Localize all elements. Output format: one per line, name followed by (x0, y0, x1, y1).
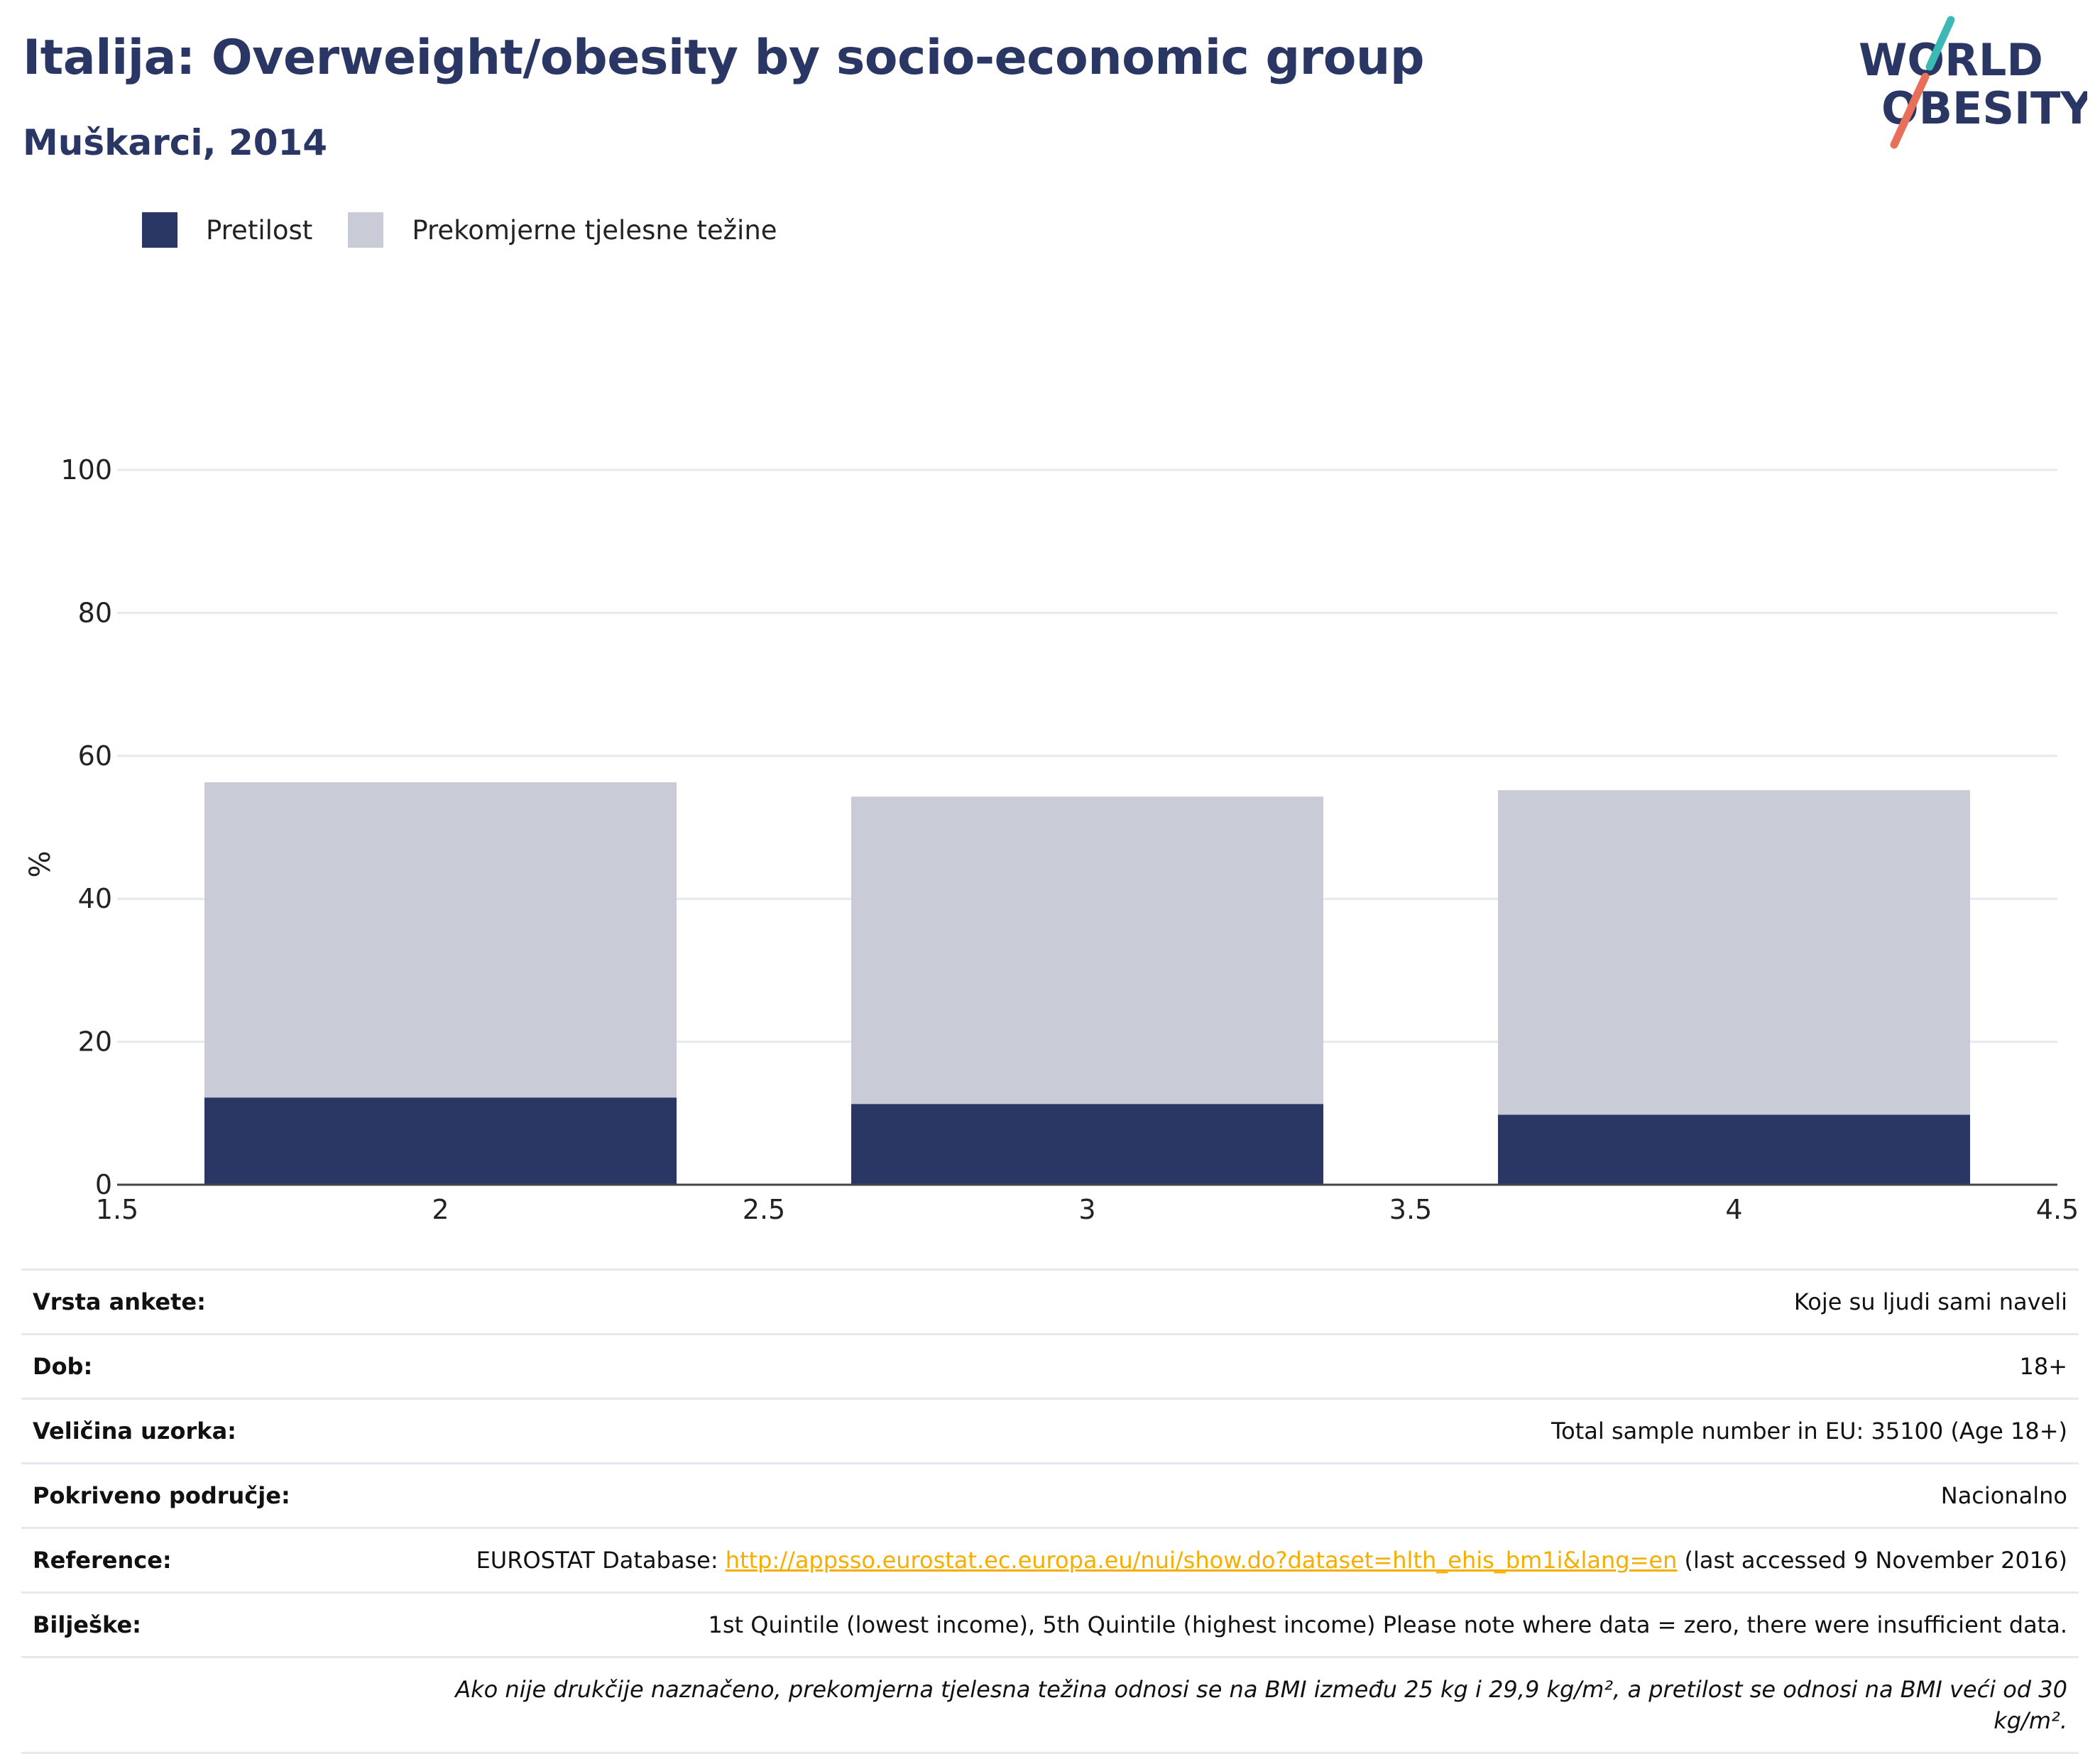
legend-item-obesity[interactable]: Pretilost (142, 212, 312, 248)
y-tick-label-80: 80 (78, 597, 112, 628)
bar-overweight-x4 (1497, 790, 1971, 1115)
info-label-definition (21, 1656, 399, 1754)
info-label-references: Reference: (21, 1527, 399, 1593)
bar-overweight-x3 (851, 796, 1324, 1105)
metadata-table: Vrsta ankete: Koje su ljudi sami naveli … (21, 1268, 2079, 1754)
info-label-notes: Bilješke: (21, 1591, 399, 1657)
x-tick-label-4-5: 4.5 (2036, 1194, 2079, 1225)
info-value-age: 18+ (399, 1333, 2079, 1399)
info-value-references: EUROSTAT Database: http://appsso.eurosta… (399, 1527, 2079, 1593)
reference-suffix: (last accessed 9 November 2016) (1677, 1547, 2067, 1574)
logo-teal-stroke (1925, 16, 1955, 71)
x-tick-label-3: 3 (1078, 1194, 1095, 1225)
bars (204, 782, 1971, 1185)
world-obesity-logo: WORLD OBESITY (1859, 16, 2087, 149)
info-label-age: Dob: (21, 1333, 399, 1399)
bar-chart: 0 20 40 60 80 100 1.5 2 2.5 3 3.5 4 4.5% (24, 454, 2079, 1225)
bar-overweight-x2 (204, 782, 677, 1098)
x-tick-label-3-5: 3.5 (1389, 1194, 1432, 1225)
info-row-references: Reference: EUROSTAT Database: http://app… (21, 1527, 2079, 1593)
bar-obesity-x3 (851, 1104, 1324, 1185)
info-row-sample-size: Veličina uzorka: Total sample number in … (21, 1398, 2079, 1464)
y-axis-label: % (24, 850, 57, 877)
axes: 0 20 40 60 80 100 1.5 2 2.5 3 3.5 4 4.5% (24, 454, 2079, 1225)
x-tick-label-1-5: 1.5 (96, 1194, 138, 1225)
info-row-notes: Bilješke: 1st Quintile (lowest income), … (21, 1591, 2079, 1657)
info-label-survey-type: Vrsta ankete: (21, 1268, 399, 1334)
x-tick-label-2: 2 (432, 1194, 449, 1225)
y-tick-label-60: 60 (78, 740, 112, 772)
legend-swatch-overweight (348, 212, 384, 248)
legend-label-obesity: Pretilost (206, 214, 313, 246)
info-value-sample-size: Total sample number in EU: 35100 (Age 18… (399, 1398, 2079, 1464)
info-value-survey-type: Koje su ljudi sami naveli (399, 1268, 2079, 1334)
x-tick-label-2-5: 2.5 (743, 1194, 785, 1225)
logo-coral-stroke (1890, 72, 1930, 149)
info-row-area: Pokriveno područje: Nacionalno (21, 1462, 2079, 1528)
info-row-survey-type: Vrsta ankete: Koje su ljudi sami naveli (21, 1268, 2079, 1334)
legend-label-overweight: Prekomjerne tjelesne težine (412, 214, 777, 246)
info-row-definition: Ako nije drukčije naznačeno, prekomjerna… (21, 1656, 2079, 1754)
info-value-area: Nacionalno (399, 1462, 2079, 1528)
info-row-age: Dob: 18+ (21, 1333, 2079, 1399)
info-label-area: Pokriveno područje: (21, 1462, 399, 1528)
chart-legend: Pretilost Prekomjerne tjelesne težine (142, 210, 813, 250)
reference-link[interactable]: http://appsso.eurostat.ec.europa.eu/nui/… (725, 1547, 1678, 1574)
legend-item-overweight[interactable]: Prekomjerne tjelesne težine (348, 212, 777, 248)
x-tick-label-4: 4 (1725, 1194, 1742, 1225)
y-tick-label-20: 20 (78, 1026, 112, 1058)
logo-word-world: WORLD (1859, 34, 2043, 86)
bar-obesity-x4 (1497, 1114, 1971, 1185)
bar-obesity-x2 (204, 1097, 677, 1185)
info-value-definition: Ako nije drukčije naznačeno, prekomjerna… (399, 1656, 2079, 1754)
info-label-sample-size: Veličina uzorka: (21, 1398, 399, 1464)
info-value-notes: 1st Quintile (lowest income), 5th Quinti… (399, 1591, 2079, 1657)
y-tick-label-0: 0 (95, 1169, 112, 1200)
chart-subtitle: Muškarci, 2014 (23, 122, 328, 163)
y-tick-label-100: 100 (60, 454, 112, 486)
legend-swatch-obesity (142, 212, 177, 248)
chart-title: Italija: Overweight/obesity by socio-eco… (23, 30, 1425, 86)
reference-prefix: EUROSTAT Database: (476, 1547, 726, 1574)
y-tick-label-40: 40 (78, 883, 112, 914)
